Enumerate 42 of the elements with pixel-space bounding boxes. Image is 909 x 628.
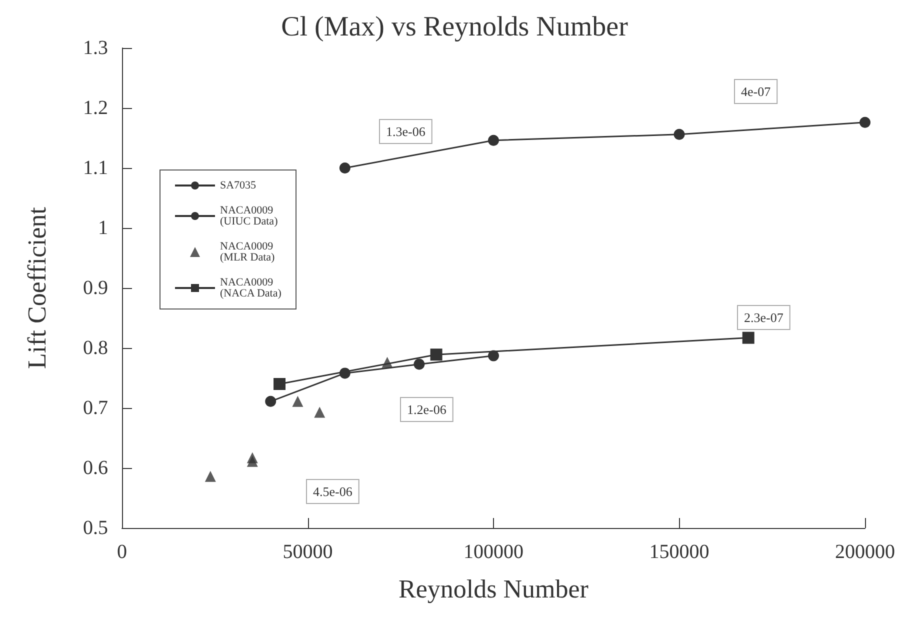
y-tick-label: 0.9: [83, 277, 108, 299]
x-tick-label: 0: [117, 541, 127, 563]
y-tick-label: 1.2: [83, 97, 108, 119]
x-tick-label: 200000: [835, 541, 895, 563]
point: [860, 116, 870, 128]
legend-label: NACA0009 (NACA Data): [220, 276, 282, 300]
point: [488, 134, 499, 146]
point: [274, 378, 286, 390]
y-tick-label: 1.1: [83, 157, 108, 179]
point: [488, 350, 499, 362]
point: [246, 452, 258, 464]
x-tick-label: 50000: [282, 541, 333, 563]
y-tick-label: 1.3: [83, 37, 108, 59]
y-axis-title: Lift Coefficient: [22, 206, 52, 369]
point: [339, 162, 350, 174]
point: [314, 406, 326, 418]
annotation: 1.3e-06: [386, 124, 426, 139]
legend-label: NACA0009 (MLR Data): [220, 240, 276, 264]
point: [204, 470, 216, 482]
annotation: 2.3e-07: [744, 310, 784, 325]
y-tick-label: 1: [98, 217, 108, 239]
x-tick-label: 150000: [649, 541, 710, 563]
y-tick-label: 0.6: [83, 457, 108, 479]
point: [742, 332, 754, 344]
point: [430, 348, 442, 361]
legend-label: NACA0009 (UIUC Data): [220, 204, 278, 228]
point: [414, 358, 425, 370]
point: [265, 396, 276, 407]
point: [382, 356, 393, 368]
annotation: 1.2e-06: [407, 402, 447, 417]
point: [339, 368, 350, 379]
x-tick-label: 100000: [464, 541, 524, 563]
y-tick-label: 0.5: [83, 517, 108, 539]
x-axis-title: Reynolds Number: [398, 574, 589, 604]
point: [292, 396, 304, 407]
y-tick-label: 0.7: [83, 397, 108, 419]
legend-label: SA7035: [220, 180, 257, 192]
point: [674, 128, 685, 140]
annotation: 4.5e-06: [313, 484, 353, 499]
chart-title: Cl (Max) vs Reynolds Number: [281, 12, 629, 42]
y-tick-label: 0.8: [83, 337, 108, 359]
annotation: 4e-07: [741, 84, 772, 99]
